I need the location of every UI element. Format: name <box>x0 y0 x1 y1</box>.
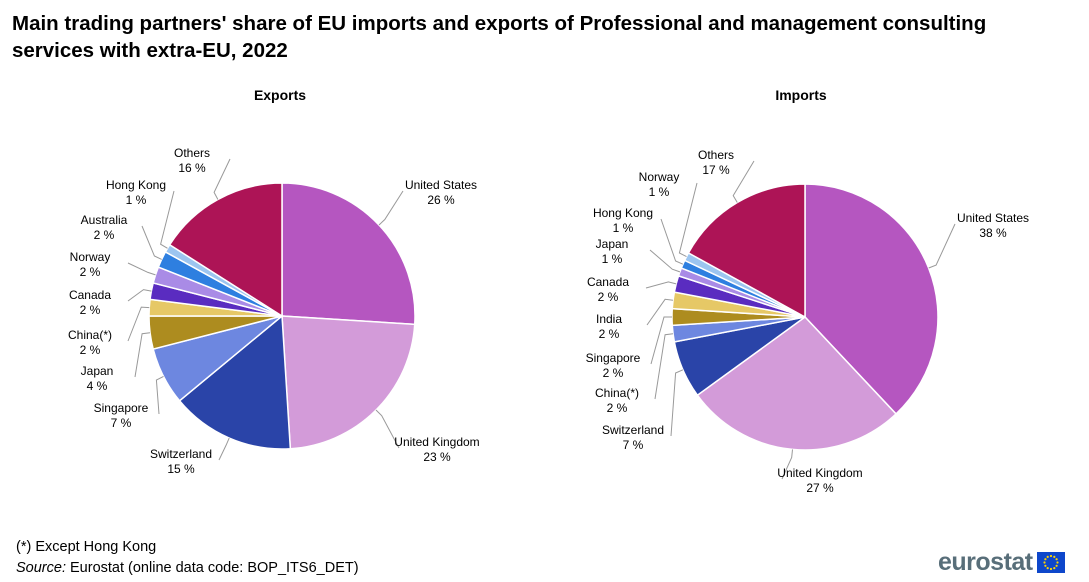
slice-exports-united-states <box>281 182 416 326</box>
leader-imports-united-states <box>928 223 956 269</box>
label-name-imports-hong-kong: Hong Kong <box>593 206 653 220</box>
pie-title-exports: Exports <box>254 87 306 103</box>
label-name-exports-singapore: Singapore <box>94 401 149 415</box>
label-value-imports-switzerland: 7 % <box>623 438 644 452</box>
leader-exports-singapore <box>155 375 164 415</box>
leader-imports-japan <box>649 249 681 273</box>
eurostat-logo: eurostat <box>938 548 1065 576</box>
leader-exports-japan <box>134 332 151 378</box>
label-name-imports-japan: Japan <box>596 237 629 251</box>
label-name-exports-norway: Norway <box>70 250 111 264</box>
leader-exports-china <box>127 306 150 342</box>
label-name-exports-switzerland: Switzerland <box>150 447 212 461</box>
label-name-imports-singapore: Singapore <box>586 351 641 365</box>
label-name-exports-hong-kong: Hong Kong <box>106 178 166 192</box>
source-label: Source: <box>16 560 66 576</box>
leader-exports-united-kingdom <box>375 409 400 449</box>
label-value-exports-singapore: 7 % <box>111 416 132 430</box>
leader-exports-united-states <box>378 190 404 226</box>
label-value-imports-canada: 2 % <box>598 290 619 304</box>
label-value-imports-norway: 1 % <box>649 185 670 199</box>
label-name-imports-india: India <box>596 312 622 326</box>
label-name-exports-others: Others <box>174 146 210 160</box>
source-text: Eurostat (online data code: BOP_ITS6_DET… <box>65 560 359 576</box>
label-value-exports-norway: 2 % <box>80 265 101 279</box>
label-name-exports-china: China(*) <box>68 328 112 342</box>
label-value-exports-japan: 4 % <box>87 379 108 393</box>
leader-exports-canada <box>127 289 152 302</box>
pie-title-imports: Imports <box>775 87 827 103</box>
chart-title: Main trading partners' share of EU impor… <box>12 12 987 62</box>
label-value-imports-united-states: 38 % <box>979 226 1007 240</box>
label-name-exports-united-kingdom: United Kingdom <box>394 435 479 449</box>
label-name-imports-china: China(*) <box>595 386 639 400</box>
leader-imports-china <box>654 333 674 400</box>
leader-imports-united-kingdom <box>781 449 793 480</box>
leader-imports-others <box>732 160 755 203</box>
label-name-imports-canada: Canada <box>587 275 629 289</box>
eu-flag-icon <box>1036 551 1065 573</box>
logo-text: eurostat <box>938 547 1033 576</box>
leader-imports-singapore <box>650 316 672 365</box>
leader-imports-switzerland <box>670 369 684 437</box>
label-name-imports-norway: Norway <box>639 170 680 184</box>
leader-imports-hong-kong <box>660 218 684 265</box>
label-value-exports-australia: 2 % <box>94 228 115 242</box>
leader-exports-australia <box>141 225 162 260</box>
label-name-exports-australia: Australia <box>81 213 128 227</box>
leader-exports-switzerland <box>218 437 230 461</box>
label-value-imports-india: 2 % <box>599 327 620 341</box>
label-name-imports-united-kingdom: United Kingdom <box>777 466 862 480</box>
label-name-imports-united-states: United States <box>957 211 1029 225</box>
slice-exports-united-kingdom <box>281 315 416 450</box>
label-value-imports-united-kingdom: 27 % <box>806 481 834 495</box>
slice-imports-united-states <box>804 183 939 416</box>
label-value-imports-china: 2 % <box>607 401 628 415</box>
slice-imports-others <box>687 183 806 319</box>
label-value-imports-japan: 1 % <box>602 252 623 266</box>
label-value-exports-canada: 2 % <box>80 303 101 317</box>
leader-exports-hong-kong <box>160 190 175 249</box>
label-value-imports-singapore: 2 % <box>603 366 624 380</box>
footnote-except: (*) Except Hong Kong <box>16 539 157 555</box>
footnote: (*) Except Hong Kong Source: Eurostat (o… <box>16 537 359 579</box>
label-name-exports-japan: Japan <box>81 364 114 378</box>
label-value-exports-switzerland: 15 % <box>167 462 195 476</box>
leader-imports-canada <box>645 281 677 289</box>
label-name-exports-canada: Canada <box>69 288 111 302</box>
leader-imports-india <box>646 298 674 326</box>
label-value-exports-hong-kong: 1 % <box>126 193 147 207</box>
label-value-exports-others: 16 % <box>178 161 206 175</box>
leader-imports-norway <box>678 182 698 258</box>
slice-exports-switzerland <box>178 314 292 450</box>
label-value-imports-hong-kong: 1 % <box>613 221 634 235</box>
label-name-imports-switzerland: Switzerland <box>602 423 664 437</box>
label-value-exports-united-states: 26 % <box>427 193 455 207</box>
leader-exports-norway <box>127 262 156 276</box>
source-line: Source: Eurostat (online data code: BOP_… <box>16 558 359 579</box>
label-name-exports-united-states: United States <box>405 178 477 192</box>
label-value-imports-others: 17 % <box>702 163 730 177</box>
label-value-exports-united-kingdom: 23 % <box>423 450 451 464</box>
leader-exports-others <box>213 158 231 200</box>
label-name-imports-others: Others <box>698 148 734 162</box>
label-value-exports-china: 2 % <box>80 343 101 357</box>
